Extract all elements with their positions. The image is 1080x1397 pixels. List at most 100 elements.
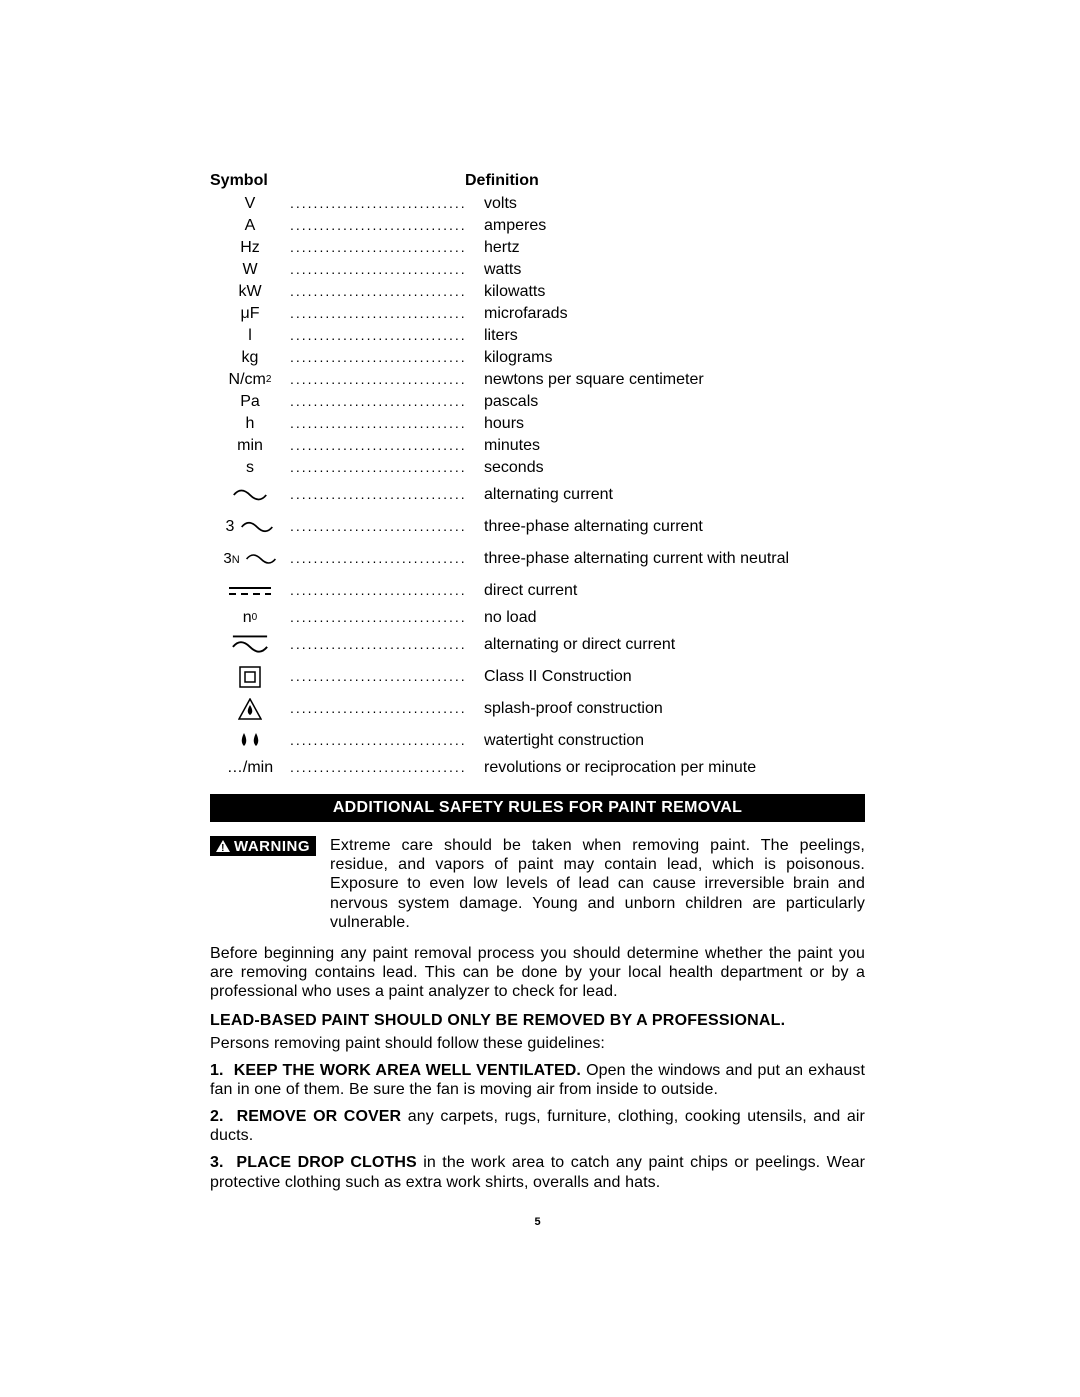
header-definition: Definition: [465, 172, 539, 190]
definition-cell: watts: [480, 260, 865, 280]
symbol-table: V..............................voltsA...…: [210, 194, 865, 778]
definition-cell: direct current: [480, 581, 865, 601]
table-row: N/cm2..............................newto…: [210, 370, 865, 390]
leader-dots: ..............................: [290, 759, 480, 777]
leader-dots: ..............................: [290, 371, 480, 389]
symbol-cell: W: [210, 260, 290, 280]
numbered-list: 1. KEEP THE WORK AREA WELL VENTILATED. O…: [210, 1061, 865, 1192]
definition-cell: kilograms: [480, 348, 865, 368]
definition-cell: three-phase alternating current with neu…: [480, 549, 865, 569]
symbol-cell: N/cm2: [210, 370, 290, 390]
symbol-cell: kg: [210, 348, 290, 368]
symbol-cell: μF: [210, 304, 290, 324]
table-row: kg..............................kilogram…: [210, 348, 865, 368]
bold-lead-warning: LEAD-BASED PAINT SHOULD ONLY BE REMOVED …: [210, 1012, 865, 1030]
leader-dots: ..............................: [290, 609, 480, 627]
table-row: ..............................alternatin…: [210, 480, 865, 510]
symbol-cell: Pa: [210, 392, 290, 412]
definition-cell: seconds: [480, 458, 865, 478]
leader-dots: ..............................: [290, 668, 480, 686]
warning-label-text: WARNING: [234, 838, 310, 855]
page-number: 5: [210, 1216, 865, 1228]
symbol-cell: A: [210, 216, 290, 236]
table-row: …/min..............................revol…: [210, 758, 865, 778]
definition-cell: minutes: [480, 436, 865, 456]
definition-cell: revolutions or reciprocation per minute: [480, 758, 865, 778]
table-row: s..............................seconds: [210, 458, 865, 478]
leader-dots: ..............................: [290, 195, 480, 213]
symbol-cell: h: [210, 414, 290, 434]
leader-dots: ..............................: [290, 327, 480, 345]
section-title-bar: ADDITIONAL SAFETY RULES FOR PAINT REMOVA…: [210, 794, 865, 822]
definition-cell: hertz: [480, 238, 865, 258]
symbol-cell: [210, 731, 290, 751]
symbol-cell: V: [210, 194, 290, 214]
definition-cell: newtons per square centimeter: [480, 370, 865, 390]
symbol-cell: [210, 634, 290, 656]
svg-text:!: !: [221, 843, 225, 852]
table-row: kW..............................kilowatt…: [210, 282, 865, 302]
leader-dots: ..............................: [290, 486, 480, 504]
table-row: Hz..............................hertz: [210, 238, 865, 258]
leader-dots: ..............................: [290, 518, 480, 536]
symbol-cell: s: [210, 458, 290, 478]
header-spacer: [290, 172, 465, 190]
symbol-cell: [210, 666, 290, 688]
warning-text: Extreme care should be taken when removi…: [316, 836, 865, 932]
table-header-row: Symbol Definition: [210, 172, 865, 190]
table-row: 3N..............................three-ph…: [210, 544, 865, 574]
leader-dots: ..............................: [290, 582, 480, 600]
symbol-cell: l: [210, 326, 290, 346]
definition-cell: alternating or direct current: [480, 635, 865, 655]
leader-dots: ..............................: [290, 261, 480, 279]
symbol-cell: 3N: [210, 550, 290, 569]
leader-dots: ..............................: [290, 459, 480, 477]
leader-dots: ..............................: [290, 636, 480, 654]
table-row: ..............................Class II C…: [210, 662, 865, 692]
definition-cell: pascals: [480, 392, 865, 412]
table-row: Pa..............................pascals: [210, 392, 865, 412]
definition-cell: alternating current: [480, 485, 865, 505]
paragraph-intro: Before beginning any paint removal proce…: [210, 944, 865, 1002]
warning-triangle-icon: !: [216, 840, 230, 852]
table-row: ..............................alternatin…: [210, 630, 865, 660]
symbol-cell: kW: [210, 282, 290, 302]
symbol-cell: [210, 486, 290, 504]
leader-dots: ..............................: [290, 349, 480, 367]
table-row: V..............................volts: [210, 194, 865, 214]
leader-dots: ..............................: [290, 283, 480, 301]
warning-block: ! WARNING Extreme care should be taken w…: [210, 836, 865, 932]
page-content: Symbol Definition V.....................…: [210, 172, 865, 1228]
table-row: min..............................minutes: [210, 436, 865, 456]
definition-cell: watertight construction: [480, 731, 865, 751]
definition-cell: hours: [480, 414, 865, 434]
leader-dots: ..............................: [290, 437, 480, 455]
definition-cell: volts: [480, 194, 865, 214]
table-row: μF..............................microfar…: [210, 304, 865, 324]
leader-dots: ..............................: [290, 393, 480, 411]
table-row: ..............................direct cur…: [210, 576, 865, 606]
table-row: n0..............................no load: [210, 608, 865, 628]
list-item: 1. KEEP THE WORK AREA WELL VENTILATED. O…: [210, 1061, 865, 1099]
definition-cell: three-phase alternating current: [480, 517, 865, 537]
table-row: h..............................hours: [210, 414, 865, 434]
symbol-cell: 3: [210, 517, 290, 537]
leader-dots: ..............................: [290, 700, 480, 718]
definition-cell: no load: [480, 608, 865, 628]
symbol-cell: …/min: [210, 758, 290, 778]
definition-cell: amperes: [480, 216, 865, 236]
leader-dots: ..............................: [290, 550, 480, 568]
table-row: ..............................watertight…: [210, 726, 865, 756]
list-item: 3. PLACE DROP CLOTHS in the work area to…: [210, 1153, 865, 1191]
symbol-cell: [210, 585, 290, 597]
table-row: W..............................watts: [210, 260, 865, 280]
symbol-cell: min: [210, 436, 290, 456]
leader-dots: ..............................: [290, 732, 480, 750]
leader-dots: ..............................: [290, 415, 480, 433]
symbol-cell: [210, 698, 290, 720]
leader-dots: ..............................: [290, 217, 480, 235]
paragraph-guidelines: Persons removing paint should follow the…: [210, 1034, 865, 1053]
definition-cell: kilowatts: [480, 282, 865, 302]
definition-cell: liters: [480, 326, 865, 346]
definition-cell: Class II Construction: [480, 667, 865, 687]
